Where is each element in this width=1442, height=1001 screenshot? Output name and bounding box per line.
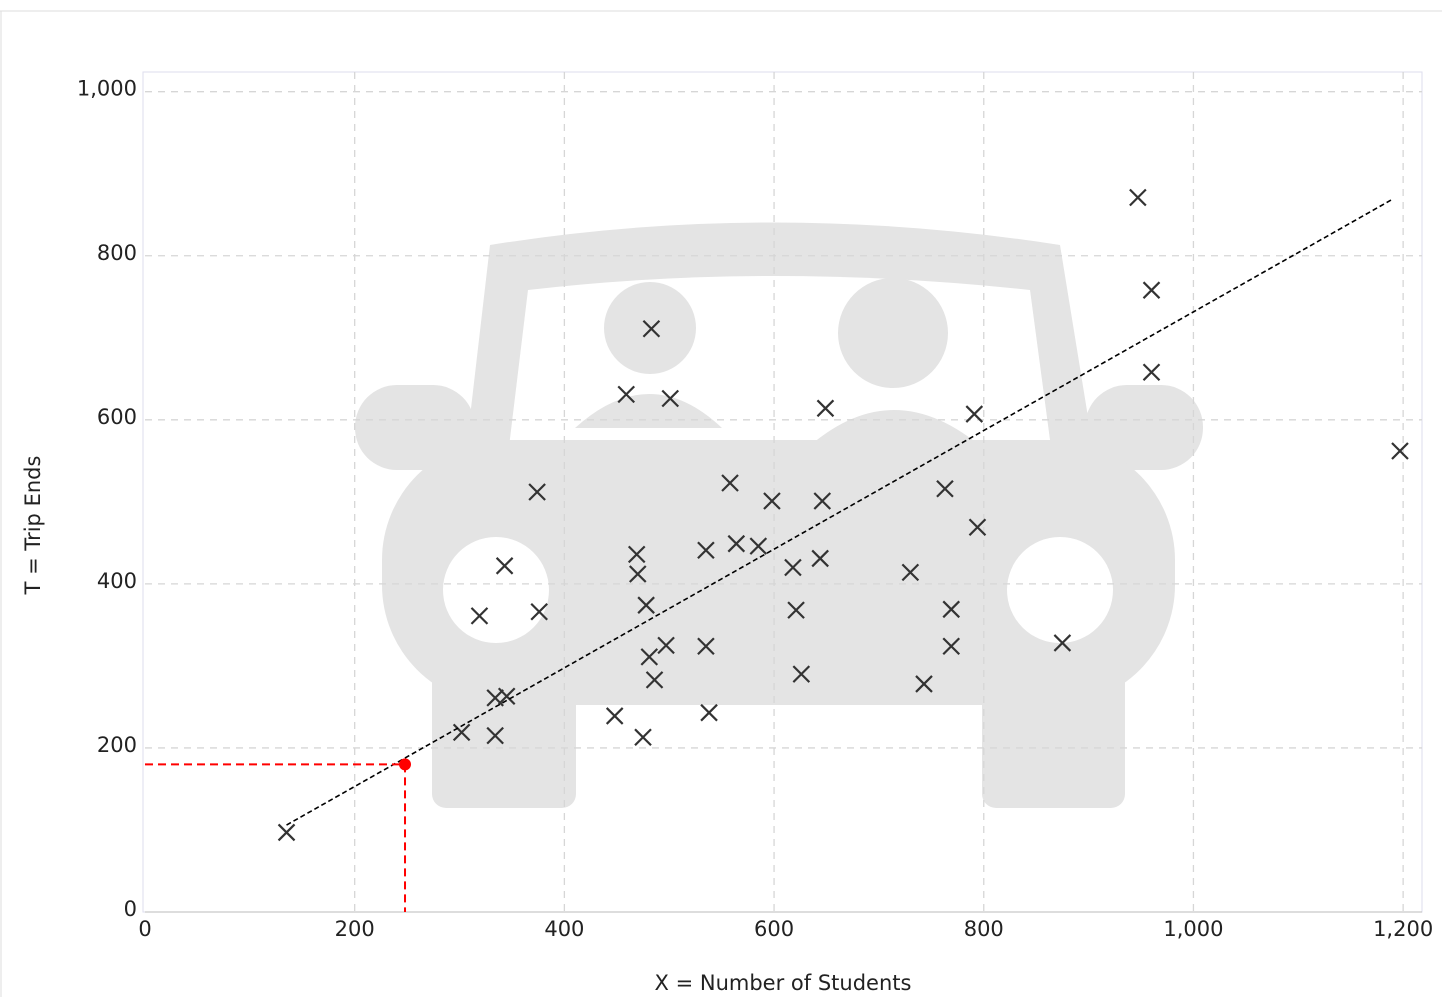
point-marker [787,601,805,619]
y-tick-label: 0 [124,897,137,921]
point-marker [661,389,680,408]
point-marker [936,479,954,498]
point-marker [637,596,655,614]
point-marker [784,558,802,577]
point-marker [697,637,715,655]
trend-line [286,198,1394,826]
y-tick-label: 1,000 [77,77,137,101]
point-marker [605,707,624,725]
point-marker [901,563,920,582]
point-marker [749,537,768,555]
point-marker [727,534,746,553]
point-marker [1053,634,1072,652]
point-marker [497,687,516,706]
point-marker [627,545,646,564]
x-tick-label: 0 [138,917,151,941]
x-tick-label: 600 [754,917,794,941]
x-tick-label: 1,000 [1163,917,1223,941]
point-marker [628,565,647,583]
x-tick-label: 200 [335,917,375,941]
y-tick-label: 200 [97,733,137,757]
x-tick-label: 1,200 [1373,917,1433,941]
y-tick-label: 800 [97,241,137,265]
x-tick-label: 800 [964,917,1004,941]
point-marker [792,665,811,683]
point-marker [645,671,664,689]
point-marker [642,319,661,338]
point-marker [657,636,675,655]
point-marker [721,474,739,492]
y-axis-label: T = Trip Ends [21,456,45,596]
point-marker [942,600,961,619]
estimate-point [399,758,412,771]
point-marker [763,492,781,510]
point-marker [816,399,835,418]
point-marker [697,541,715,560]
point-marker [528,483,546,501]
point-marker [452,723,471,742]
point-marker [640,648,659,666]
point-marker [915,675,933,693]
point-marker [942,637,961,655]
point-marker [495,557,514,575]
point-marker [1142,281,1161,299]
point-marker [277,823,296,842]
point-marker [811,549,829,568]
point-marker [470,607,489,625]
point-marker [634,728,652,747]
y-tick-label: 400 [97,569,137,593]
point-marker [965,405,984,423]
x-tick-label: 400 [544,917,584,941]
point-marker [1142,363,1161,382]
y-tick-label: 600 [97,405,137,429]
point-marker [968,518,987,537]
point-marker [486,726,504,745]
point-marker [1129,188,1147,207]
point-marker [1391,442,1409,460]
point-marker [700,703,718,722]
x-axis-label: X = Number of Students [655,971,912,995]
point-marker [617,385,636,404]
point-marker [813,492,832,510]
point-marker [530,602,548,621]
